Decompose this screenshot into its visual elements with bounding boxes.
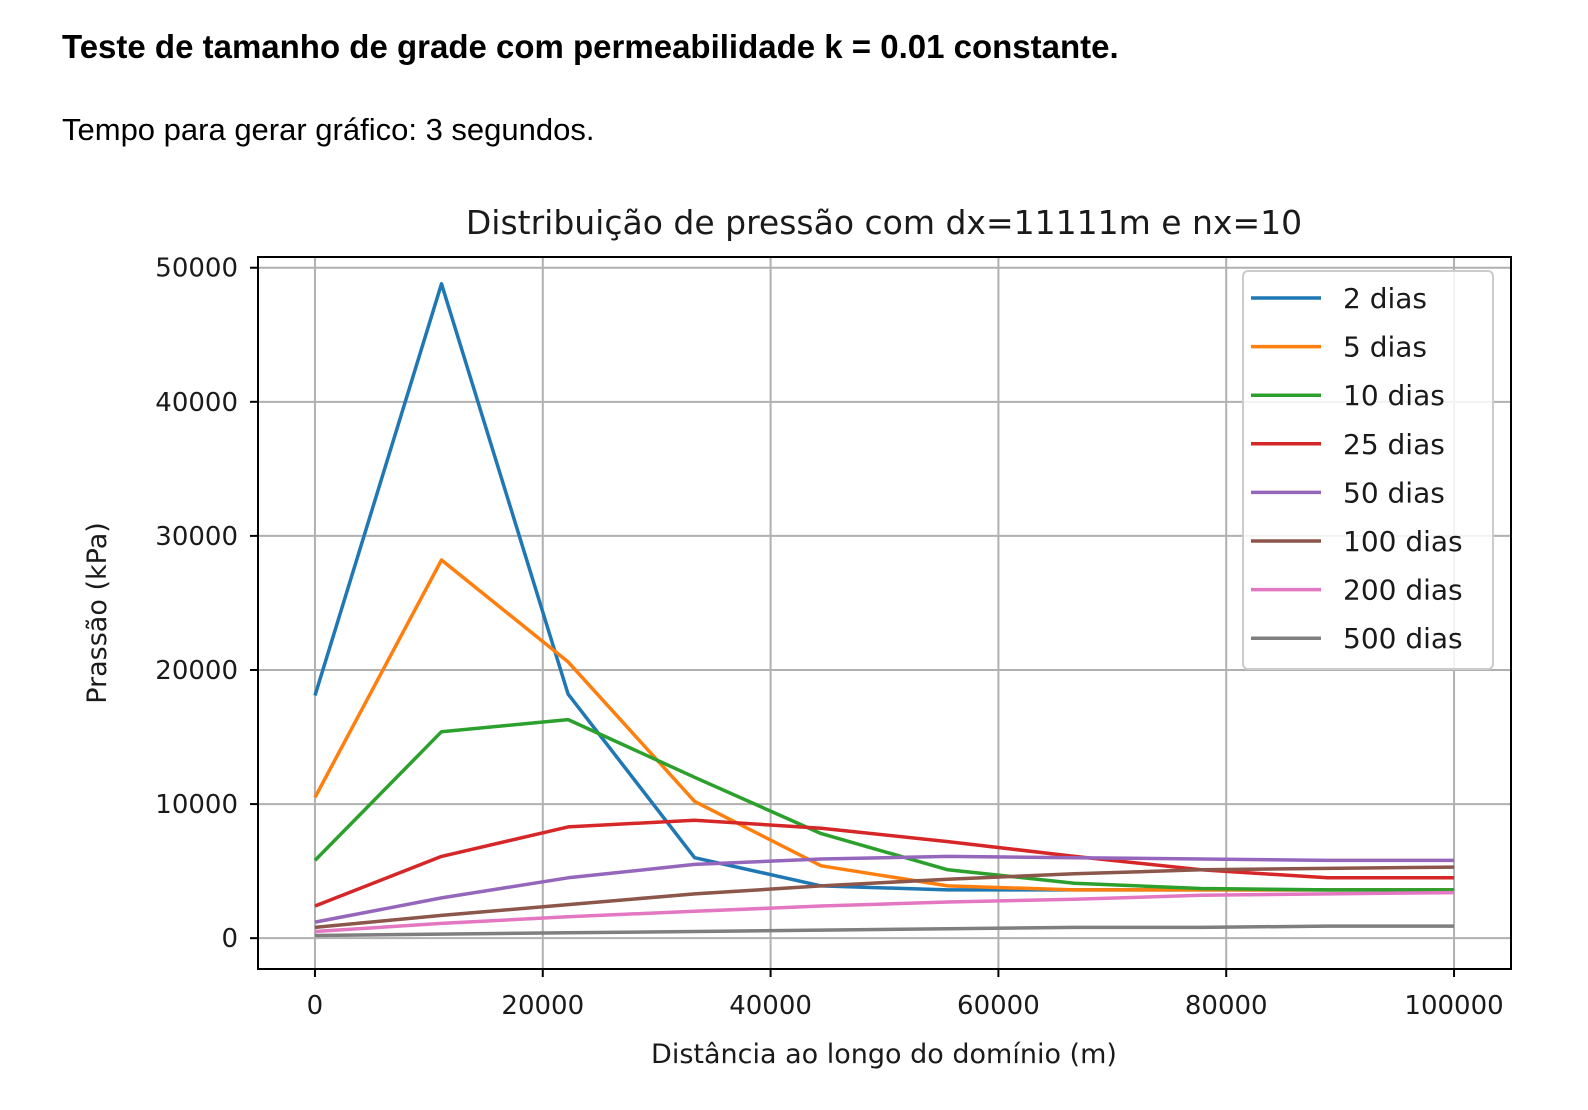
x-axis-label: Distância ao longo do domínio (m)	[651, 1039, 1117, 1070]
legend-label: 25 dias	[1343, 428, 1445, 461]
x-tick-label: 40000	[729, 991, 812, 1021]
legend: 2 dias 5 dias 10 dias 25 dias 50 dias 100 dia…	[1242, 270, 1494, 670]
legend-label: 200 dias	[1343, 574, 1463, 607]
x-tick-label: 100000	[1404, 991, 1503, 1021]
chart-title: Distribuição de pressão com dx=11111m e …	[466, 203, 1302, 242]
series-line-200-dias	[314, 890, 1455, 934]
document-heading: Teste de tamanho de grade com permeabili…	[62, 28, 1119, 65]
legend-label: 50 dias	[1343, 476, 1445, 509]
series-line-25-dias	[314, 818, 1454, 908]
legend-label: 2 dias	[1343, 282, 1427, 315]
y-axis-label: Prassão (kPa)	[82, 522, 113, 704]
document-subheading: Tempo para gerar gráfico: 3 segundos.	[62, 112, 595, 147]
x-tick-label: 20000	[501, 991, 584, 1021]
x-tick-label: 60000	[957, 991, 1040, 1021]
legend-box	[1242, 270, 1494, 670]
series-line-100-dias	[314, 865, 1455, 930]
x-tick-label: 0	[307, 991, 324, 1021]
legend-label: 10 dias	[1343, 379, 1445, 412]
y-tick-label: 40000	[155, 388, 238, 418]
y-tick-label: 20000	[155, 656, 238, 686]
x-tick-label: 80000	[1185, 991, 1268, 1021]
y-tick-label: 0	[221, 924, 238, 954]
series-line-50-dias	[314, 854, 1454, 924]
legend-label: 100 dias	[1343, 525, 1463, 558]
y-tick-label: 50000	[155, 254, 238, 284]
legend-label: 5 dias	[1343, 331, 1427, 364]
series-lines	[313, 282, 1455, 938]
series-line-10-dias	[313, 717, 1454, 892]
series-line-500-dias	[314, 924, 1454, 938]
plot-frame	[257, 256, 1512, 970]
y-tick-label: 10000	[155, 790, 238, 820]
axis-ticks: 0 20000 40000 60000 80000 100000 0 10000 20000 30…	[155, 254, 1503, 1021]
legend-label: 500 dias	[1343, 622, 1463, 655]
y-tick-label: 30000	[155, 522, 238, 552]
